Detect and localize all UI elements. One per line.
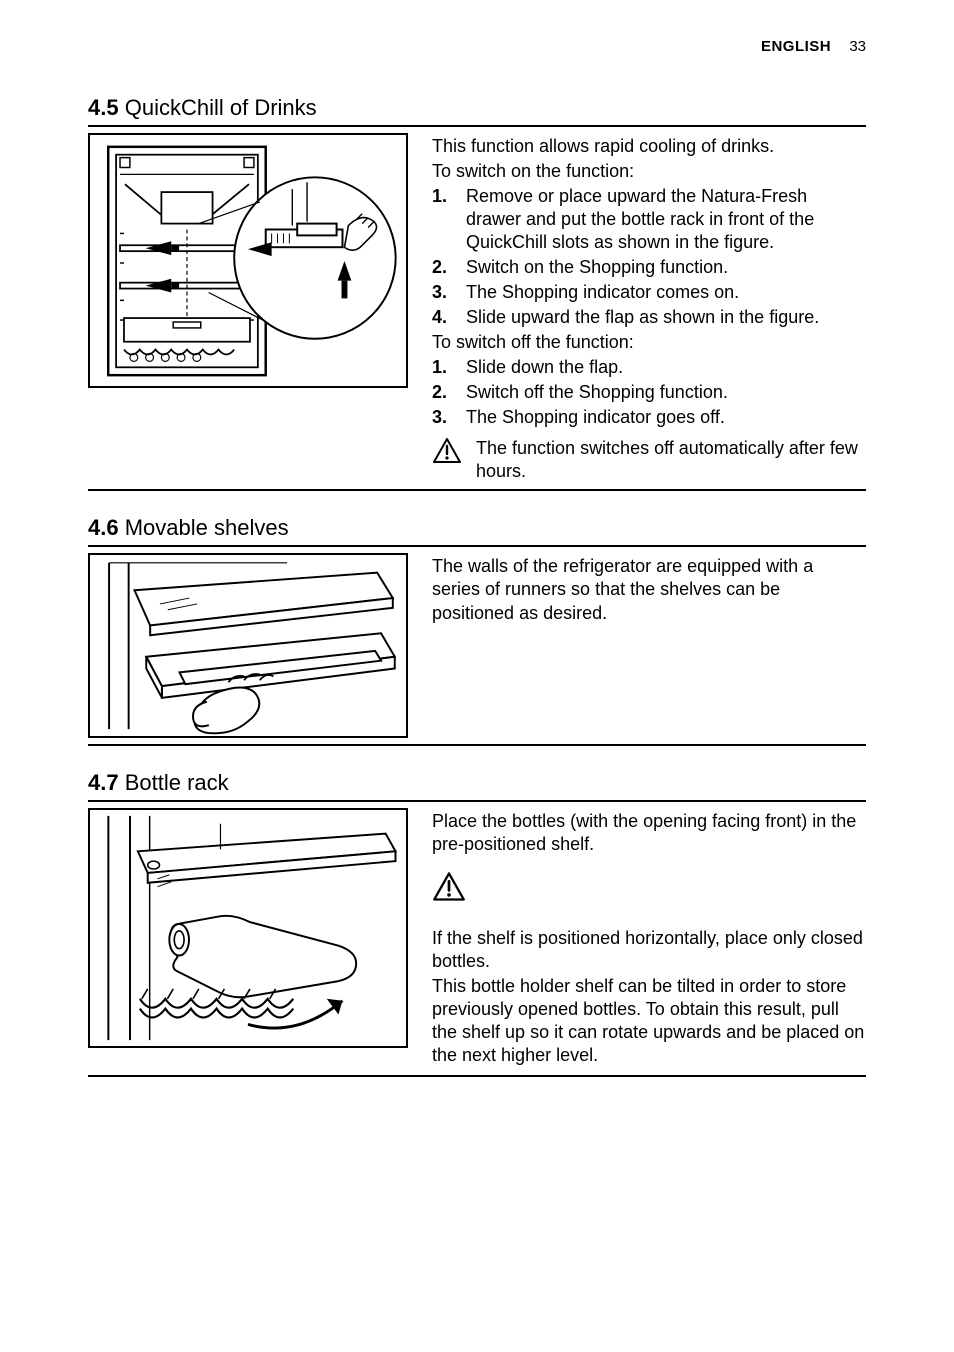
text-column: This function allows rapid cooling of dr… — [432, 133, 866, 483]
section-title: 4.6 Movable shelves — [88, 515, 866, 547]
figure-column — [88, 808, 408, 1068]
text-column: The walls of the refrigerator are equipp… — [432, 553, 866, 738]
page-header: ENGLISH 33 — [88, 38, 866, 55]
warning-note: The function switches off automatically … — [432, 437, 866, 483]
list-item: 1.Remove or place upward the Natura-Fres… — [432, 185, 866, 254]
section-title: 4.7 Bottle rack — [88, 770, 866, 802]
figure-quickchill — [88, 133, 408, 388]
figure-column — [88, 133, 408, 483]
body-text: If the shelf is positioned horizontally,… — [432, 927, 866, 973]
warning-icon — [432, 437, 462, 471]
text-column: Place the bottles (with the opening faci… — [432, 808, 866, 1068]
figure-shelves — [88, 553, 408, 738]
section-4-6: 4.6 Movable shelves — [88, 515, 866, 746]
section-4-7: 4.7 Bottle rack — [88, 770, 866, 1076]
body-text: This bottle holder shelf can be tilted i… — [432, 975, 866, 1067]
intro-text: This function allows rapid cooling of dr… — [432, 135, 866, 158]
warning-icon — [432, 871, 866, 909]
list-item: 1.Slide down the flap. — [432, 356, 866, 379]
section-4-5: 4.5 QuickChill of Drinks — [88, 95, 866, 491]
on-steps-list: 1.Remove or place upward the Natura-Fres… — [432, 185, 866, 329]
header-page-number: 33 — [849, 38, 866, 55]
off-intro: To switch off the function: — [432, 331, 866, 354]
body-text: The walls of the refrigerator are equipp… — [432, 555, 866, 624]
off-steps-list: 1.Slide down the flap. 2.Switch off the … — [432, 356, 866, 429]
list-item: 4.Slide upward the flap as shown in the … — [432, 306, 866, 329]
section-title: 4.5 QuickChill of Drinks — [88, 95, 866, 127]
body-text: Place the bottles (with the opening faci… — [432, 810, 866, 856]
list-item: 2.Switch off the Shopping function. — [432, 381, 866, 404]
list-item: 3.The Shopping indicator comes on. — [432, 281, 866, 304]
figure-bottle-rack — [88, 808, 408, 1048]
list-item: 2.Switch on the Shopping function. — [432, 256, 866, 279]
intro-text: To switch on the function: — [432, 160, 866, 183]
note-text: The function switches off automatically … — [476, 437, 866, 483]
header-language: ENGLISH — [761, 38, 831, 55]
list-item: 3.The Shopping indicator goes off. — [432, 406, 866, 429]
figure-column — [88, 553, 408, 738]
